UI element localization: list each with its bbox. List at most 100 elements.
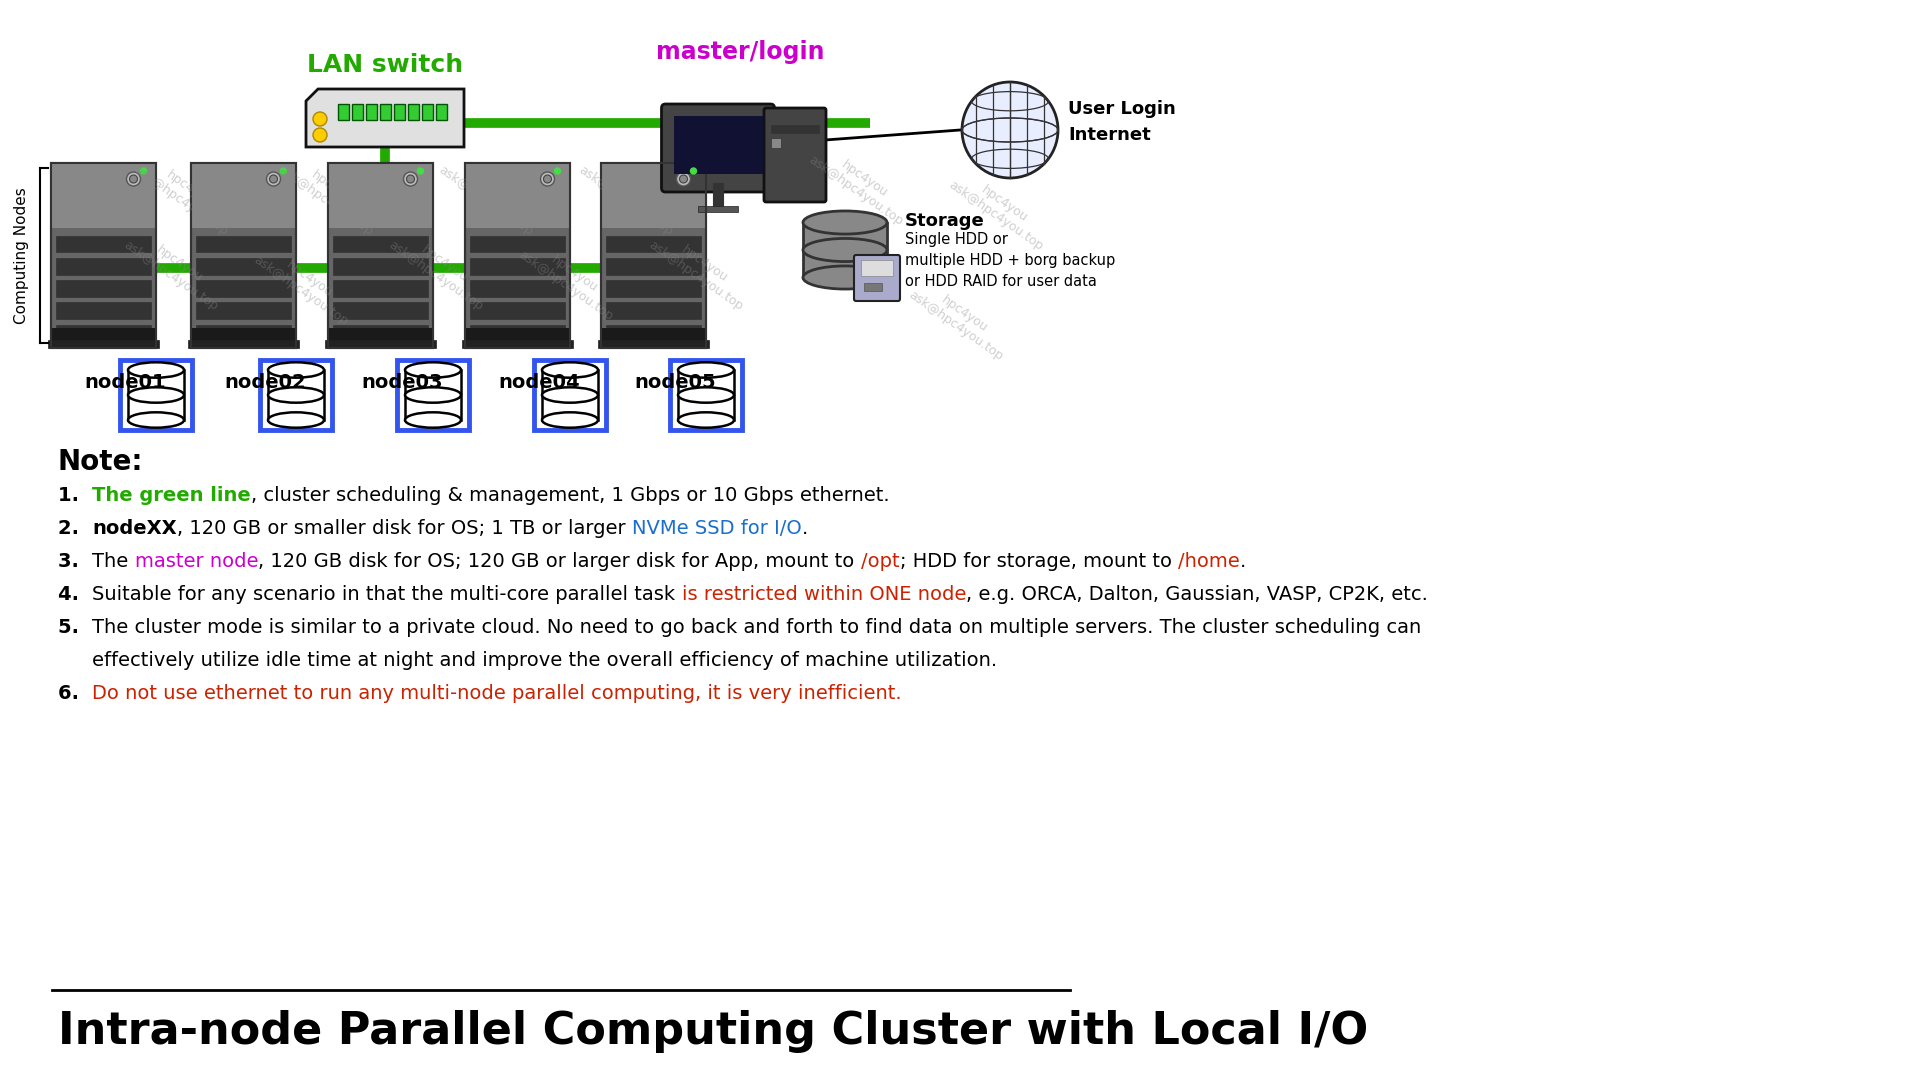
Bar	[190, 328, 296, 348]
Text: Intra-node Parallel Computing Cluster with Local I/O: Intra-node Parallel Computing Cluster wi…	[58, 1010, 1369, 1053]
Circle shape	[129, 175, 138, 183]
Text: node05: node05	[634, 373, 716, 392]
Text: ; HDD for storage, mount to: ; HDD for storage, mount to	[899, 552, 1177, 571]
Bar	[119, 360, 192, 430]
FancyBboxPatch shape	[328, 163, 432, 348]
Ellipse shape	[803, 239, 887, 261]
Bar	[196, 235, 290, 253]
Bar	[470, 325, 564, 341]
Bar	[332, 258, 428, 274]
Text: node02: node02	[225, 373, 305, 392]
Circle shape	[140, 168, 146, 174]
Bar	[332, 325, 428, 341]
Text: The cluster mode is similar to a private cloud. No need to go back and forth to : The cluster mode is similar to a private…	[92, 618, 1421, 637]
Text: Computing Nodes: Computing Nodes	[15, 187, 29, 324]
Bar	[465, 163, 570, 348]
Text: hpc4you
ask@hpc4you.top: hpc4you ask@hpc4you.top	[252, 242, 359, 328]
Text: hpc4you
ask@hpc4you.top: hpc4you ask@hpc4you.top	[121, 227, 228, 313]
Circle shape	[691, 168, 697, 174]
Bar	[864, 283, 881, 291]
Text: .: .	[803, 519, 808, 538]
Bar	[422, 104, 434, 120]
Bar	[534, 360, 607, 430]
Text: hpc4you
ask@hpc4you.top: hpc4you ask@hpc4you.top	[906, 276, 1014, 364]
Text: LAN switch: LAN switch	[307, 53, 463, 77]
Bar	[48, 340, 159, 348]
Bar	[605, 258, 701, 274]
Text: The green line: The green line	[92, 486, 252, 505]
Text: master node: master node	[134, 552, 259, 571]
Bar	[772, 138, 781, 148]
Text: 1.: 1.	[58, 486, 92, 505]
Circle shape	[407, 175, 415, 183]
Text: hpc4you
ask@hpc4you.top: hpc4you ask@hpc4you.top	[276, 151, 384, 239]
FancyBboxPatch shape	[50, 163, 156, 348]
Text: hpc4you
ask@hpc4you.top: hpc4you ask@hpc4you.top	[647, 227, 755, 313]
Bar	[56, 258, 150, 274]
Bar	[597, 340, 708, 348]
Text: hpc4you
ask@hpc4you.top: hpc4you ask@hpc4you.top	[516, 237, 624, 324]
Bar	[605, 235, 701, 253]
Ellipse shape	[269, 388, 324, 403]
Bar	[470, 302, 564, 319]
Bar	[605, 325, 701, 341]
Bar	[470, 280, 564, 297]
Text: hpc4you
ask@hpc4you.top: hpc4you ask@hpc4you.top	[806, 141, 914, 229]
Bar	[803, 222, 887, 278]
Text: Suitable for any scenario in that the multi-core parallel task: Suitable for any scenario in that the mu…	[92, 585, 682, 604]
Text: hpc4you
ask@hpc4you.top: hpc4you ask@hpc4you.top	[576, 151, 684, 239]
Ellipse shape	[678, 413, 733, 428]
Bar	[601, 163, 705, 348]
Bar	[605, 280, 701, 297]
Bar	[470, 235, 564, 253]
Text: 1.: 1.	[58, 651, 92, 670]
FancyBboxPatch shape	[854, 255, 900, 301]
Text: The: The	[92, 552, 134, 571]
Circle shape	[541, 172, 555, 186]
Bar	[405, 370, 461, 420]
Circle shape	[403, 172, 417, 186]
Text: 4.: 4.	[58, 585, 92, 604]
Ellipse shape	[541, 413, 597, 428]
Text: Single HDD or
multiple HDD + borg backup
or HDD RAID for user data: Single HDD or multiple HDD + borg backup…	[904, 232, 1116, 289]
FancyBboxPatch shape	[764, 108, 826, 202]
Bar	[670, 360, 741, 430]
Text: hpc4you
ask@hpc4you.top: hpc4you ask@hpc4you.top	[131, 151, 238, 239]
Bar	[190, 163, 296, 228]
Bar	[465, 328, 570, 348]
Bar	[772, 125, 820, 133]
Bar	[196, 302, 290, 319]
Bar	[56, 325, 150, 341]
Ellipse shape	[129, 413, 184, 428]
Ellipse shape	[803, 211, 887, 234]
Bar	[188, 340, 298, 348]
Bar	[328, 328, 432, 348]
Text: 6.: 6.	[58, 684, 92, 703]
Text: , cluster scheduling & management, 1 Gbps or 10 Gbps ethernet.: , cluster scheduling & management, 1 Gbp…	[252, 486, 889, 505]
Ellipse shape	[678, 388, 733, 403]
Bar	[338, 104, 349, 120]
Circle shape	[676, 172, 691, 186]
Bar	[196, 258, 290, 274]
Text: node04: node04	[497, 373, 580, 392]
Bar	[129, 370, 184, 420]
Circle shape	[555, 168, 561, 174]
Bar	[196, 325, 290, 341]
Text: Do not use ethernet to run any multi-node parallel computing, it is very ineffic: Do not use ethernet to run any multi-nod…	[92, 684, 902, 703]
Text: Note:: Note:	[58, 448, 144, 476]
Text: , e.g. ORCA, Dalton, Gaussian, VASP, CP2K, etc.: , e.g. ORCA, Dalton, Gaussian, VASP, CP2…	[966, 585, 1428, 604]
Ellipse shape	[129, 388, 184, 403]
Bar	[601, 163, 705, 228]
Bar	[367, 104, 376, 120]
Text: master/login: master/login	[657, 40, 824, 64]
Ellipse shape	[269, 413, 324, 428]
Text: hpc4you
ask@hpc4you.top: hpc4you ask@hpc4you.top	[436, 151, 543, 239]
Bar	[601, 328, 705, 348]
Bar	[674, 116, 762, 174]
Circle shape	[313, 129, 326, 141]
Circle shape	[962, 82, 1058, 178]
Circle shape	[127, 172, 140, 186]
Bar	[259, 360, 332, 430]
Bar	[860, 260, 893, 276]
Text: is restricted within ONE node: is restricted within ONE node	[682, 585, 966, 604]
